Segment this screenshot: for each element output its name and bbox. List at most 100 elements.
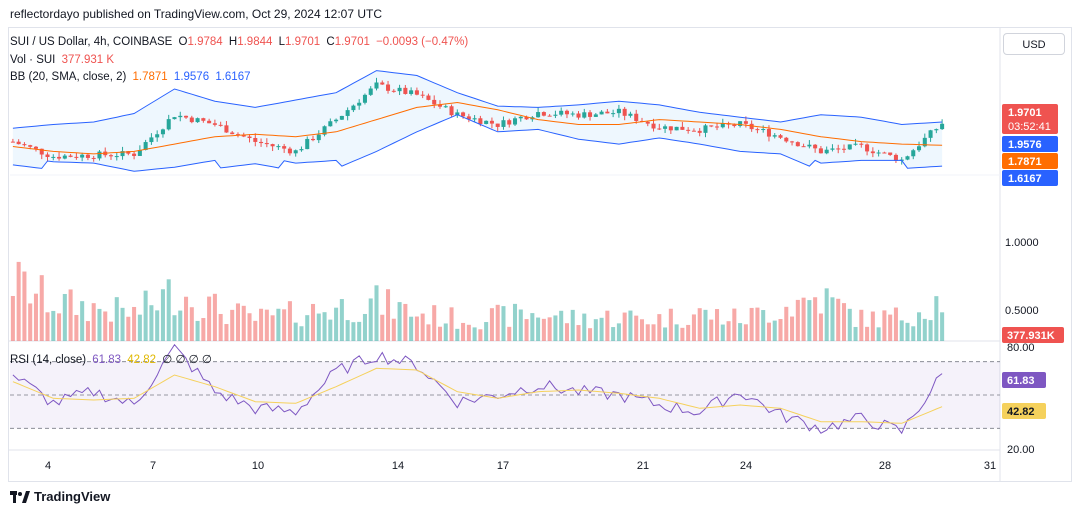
volume-bar (616, 323, 621, 341)
candle-body (749, 123, 754, 130)
volume-bar (155, 310, 160, 341)
volume-bar (541, 318, 546, 341)
candle-body (178, 115, 183, 118)
candle-body (120, 151, 125, 157)
volume-value: 377.931 K (61, 54, 115, 66)
volume-bar (501, 306, 506, 341)
candle-body (114, 156, 119, 158)
candle-body (888, 152, 893, 155)
candle-body (68, 155, 73, 157)
candle-body (674, 126, 679, 131)
rsi-legend: RSI (14, close) 61.83 42.82 ∅ ∅ ∅ ∅ (10, 352, 215, 366)
candle-body (870, 151, 875, 154)
rsi-ma-line (12, 367, 943, 424)
tradingview-logo[interactable]: TradingView (10, 489, 110, 504)
volume-bar (334, 307, 339, 341)
rsi-value: 61.83 (92, 354, 122, 366)
chart-panel[interactable] (8, 27, 1072, 482)
volume-bar (357, 321, 362, 341)
currency-button[interactable]: USD (1003, 33, 1065, 55)
candle-body (495, 123, 500, 127)
rsi-label-bg (1002, 372, 1046, 388)
volume-bar (437, 326, 443, 341)
candle-body (351, 105, 356, 111)
volume-bar (351, 322, 356, 341)
volume-bar (97, 308, 102, 341)
volume-bar (564, 323, 569, 341)
bb-basis-value: 1.7871 (132, 71, 168, 83)
volume-bar (362, 313, 367, 341)
candle-body (628, 113, 633, 116)
volume-bar (484, 322, 489, 341)
rsi-ma-value: 42.82 (127, 354, 157, 366)
volume-bar (524, 319, 529, 341)
volume-label[interactable]: Vol · SUI (10, 54, 56, 66)
volume-bar (876, 327, 881, 341)
volume-bar (530, 313, 535, 341)
candle-body (143, 142, 148, 150)
date-tick: 4 (45, 460, 51, 472)
footer-brand: TradingView (34, 489, 111, 504)
candle-body (212, 123, 217, 125)
volume-bar (91, 303, 96, 341)
volume-bar (74, 314, 79, 341)
candle-body (836, 148, 841, 150)
candle-body (576, 113, 581, 118)
volume-bar (853, 326, 858, 341)
candle-body (593, 114, 598, 117)
candle-body (218, 124, 223, 126)
volume-bar (108, 321, 114, 341)
candle-body (397, 87, 402, 92)
volume-bar (45, 312, 50, 341)
volume-bar (795, 299, 800, 341)
candle-body (357, 102, 362, 106)
volume-bar (195, 320, 200, 341)
candle-body (403, 87, 408, 94)
volume-bar (893, 307, 898, 341)
volume-bar (743, 324, 748, 341)
candle-body (91, 157, 96, 159)
high-label: H (228, 36, 238, 48)
main-legend: SUI / US Dollar, 4h, COINBASE O1.9784 H1… (10, 36, 471, 48)
rsi-label[interactable]: RSI (14, close) (10, 354, 87, 366)
candle-body (195, 118, 200, 123)
volume-bar (489, 308, 494, 341)
candle-body (634, 113, 639, 121)
volume-bar (841, 303, 847, 341)
volume-bar (414, 316, 419, 341)
candle-body (85, 154, 90, 158)
date-tick: 14 (392, 460, 404, 472)
candle-body (876, 152, 881, 154)
volume-bar (143, 290, 148, 341)
candle-body (97, 151, 102, 159)
candle-body (270, 144, 275, 147)
candle-body (391, 90, 396, 92)
symbol-label[interactable]: SUI / US Dollar, 4h, COINBASE (10, 36, 173, 48)
volume-bar (132, 306, 137, 341)
candle-body (813, 144, 818, 149)
price-label: 1.9701 (1008, 107, 1042, 119)
volume-bar (807, 300, 812, 341)
candle-body (657, 128, 662, 130)
candle-body (368, 88, 373, 95)
volume-bar (80, 301, 85, 341)
candle-body (22, 144, 27, 146)
volume-bar (403, 303, 408, 341)
volume-bar (316, 313, 321, 341)
volume-bar (207, 296, 212, 341)
candle-body (362, 94, 367, 103)
bb-label[interactable]: BB (20, SMA, close, 2) (10, 71, 127, 83)
volume-bar (622, 312, 627, 341)
candle-body (564, 110, 569, 115)
candle-body (259, 141, 264, 144)
candle-body (680, 126, 685, 130)
volume-bar (114, 297, 119, 341)
volume-bar (928, 320, 933, 341)
price-label: 1.9576 (1008, 139, 1042, 151)
candle-body (865, 144, 870, 152)
candle-body (461, 112, 466, 117)
candle-body (443, 106, 448, 108)
candle-body (524, 116, 529, 120)
volume-bar (917, 312, 922, 341)
